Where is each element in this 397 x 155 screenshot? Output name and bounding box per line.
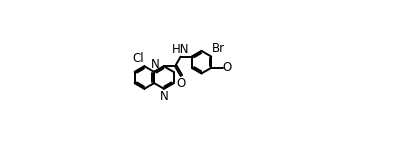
Text: N: N (160, 90, 169, 103)
Text: N: N (150, 58, 159, 71)
Text: O: O (176, 77, 185, 90)
Text: HN: HN (172, 43, 189, 56)
Text: O: O (223, 61, 232, 74)
Text: Cl: Cl (132, 52, 144, 65)
Text: Br: Br (212, 42, 225, 55)
